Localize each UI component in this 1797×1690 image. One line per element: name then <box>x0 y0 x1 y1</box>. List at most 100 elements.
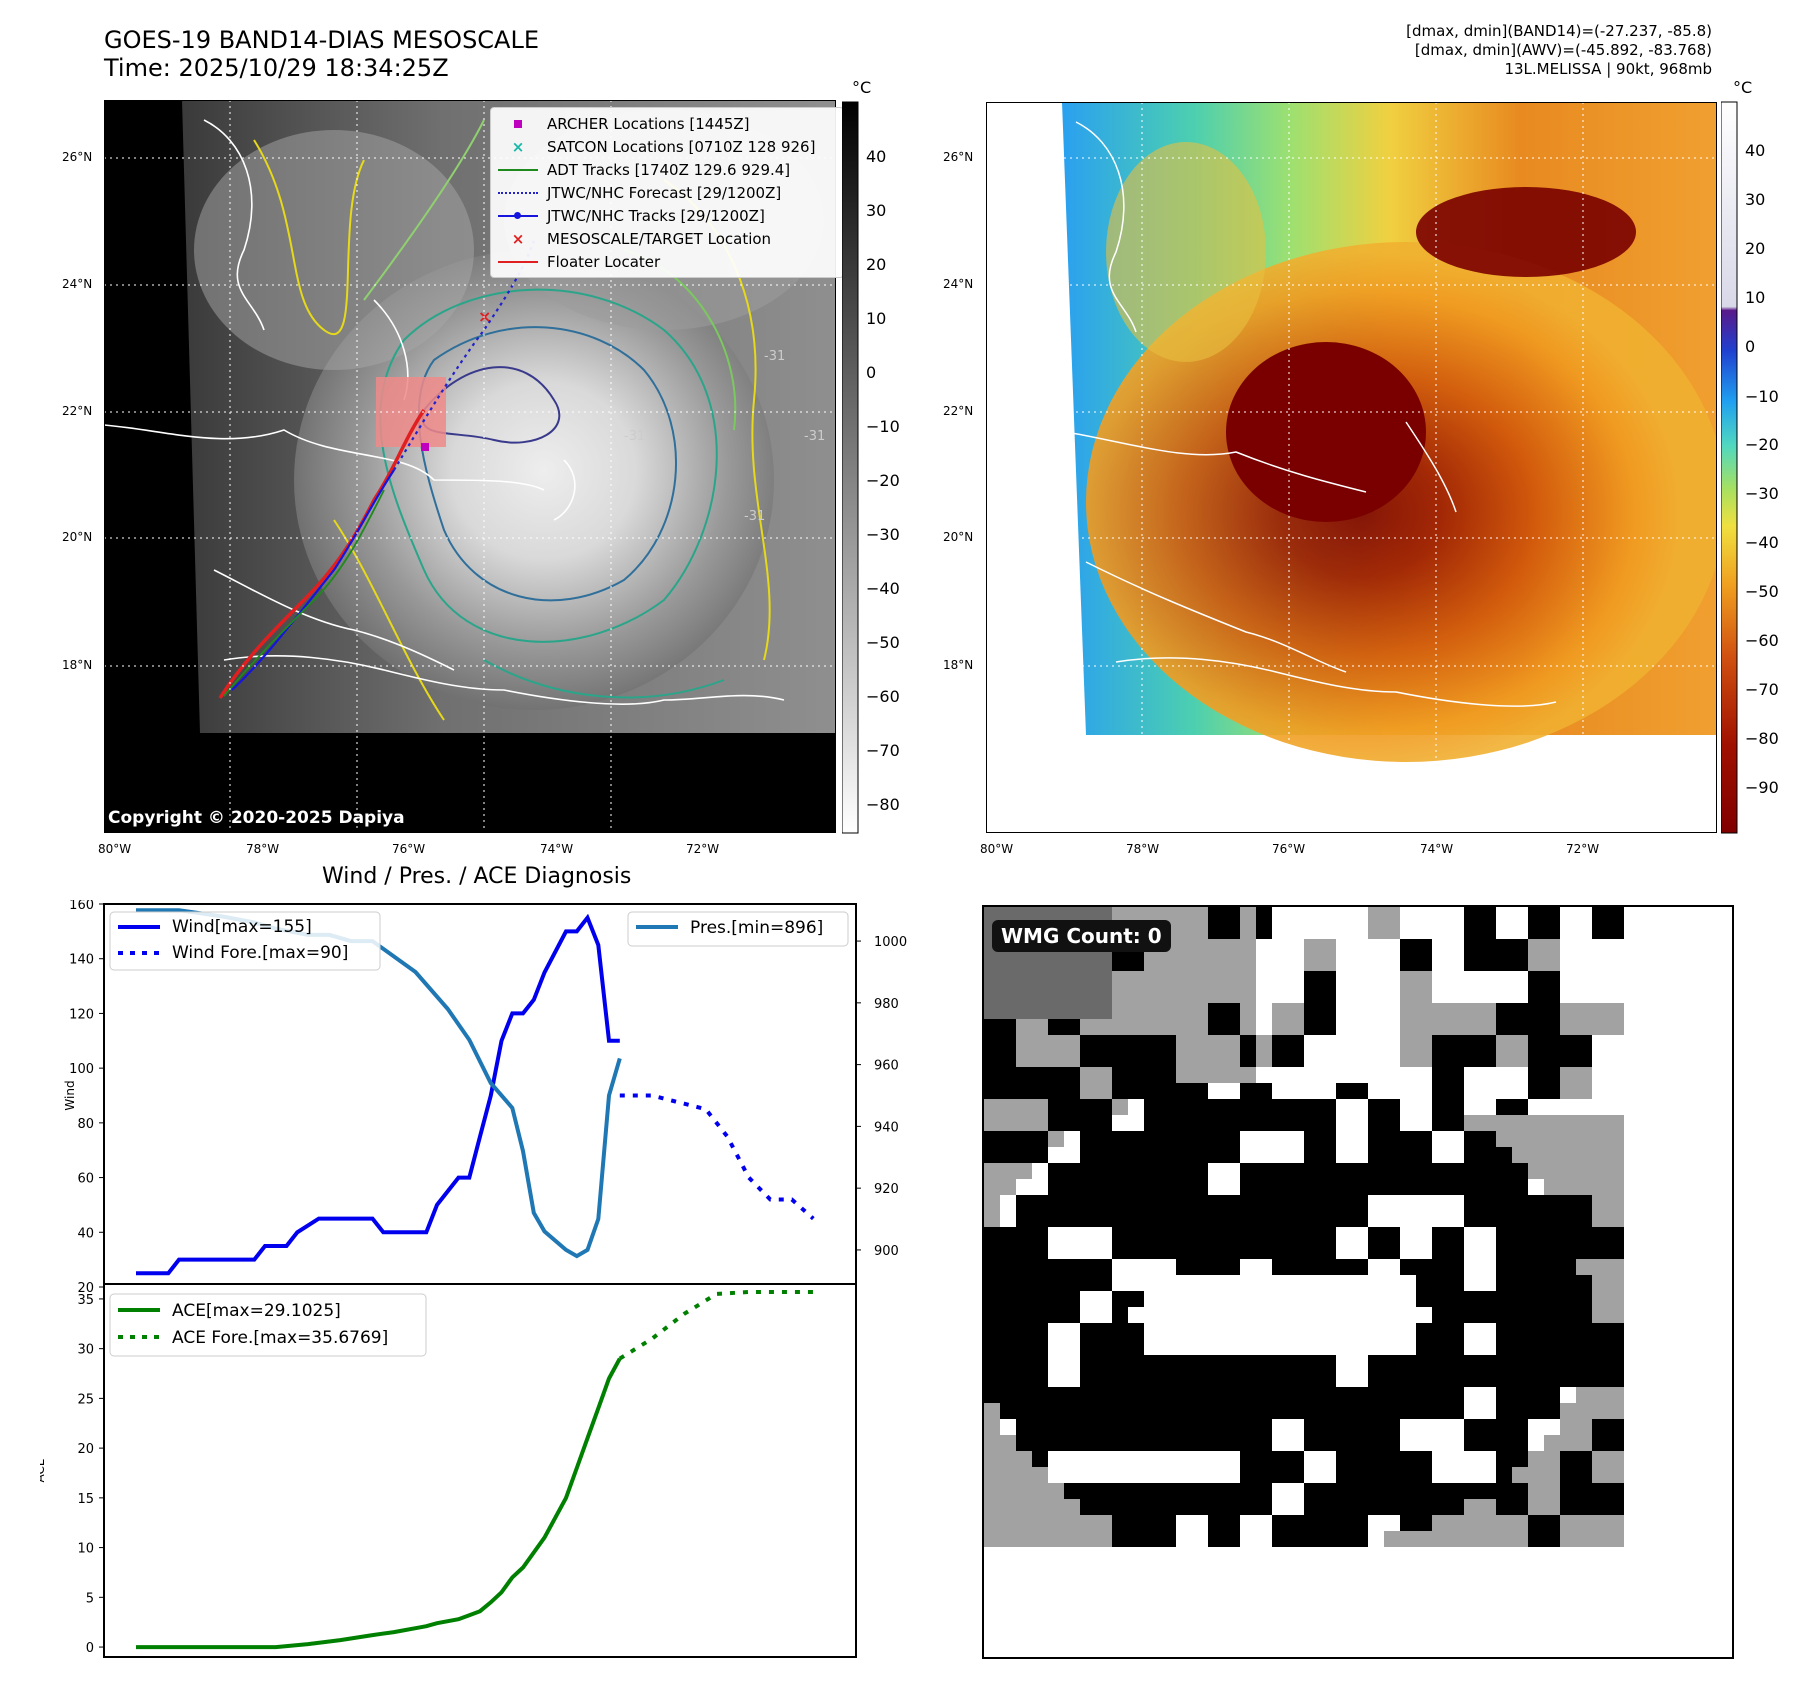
svg-text:−80: −80 <box>1745 729 1779 748</box>
wind-y-tick-label: 40 <box>77 1226 94 1241</box>
pressure-y-tick-label: 900 <box>874 1244 899 1259</box>
contour-label: -31 <box>804 429 825 444</box>
lon-label: 72°W <box>686 842 720 856</box>
lon-label: 74°W <box>1420 842 1454 856</box>
wind-y-axis-label: Wind <box>63 1080 77 1110</box>
svg-text:−40: −40 <box>1745 533 1779 552</box>
pressure-y-tick-label: 960 <box>874 1059 899 1074</box>
ace-y-tick-label: 10 <box>77 1542 94 1557</box>
pressure-legend-label: Pres.[min=896] <box>690 918 823 938</box>
wmg-pixel-field <box>984 907 1624 1547</box>
svg-text:−30: −30 <box>866 525 900 544</box>
ace-y-tick-label: 0 <box>86 1641 94 1656</box>
diagnosis-title: Wind / Pres. / ACE Diagnosis <box>322 864 632 889</box>
ace-legend-label: ACE Fore.[max=35.6769] <box>172 1328 388 1348</box>
wind-y-tick-label: 100 <box>69 1062 94 1077</box>
ace-y-tick-label: 25 <box>77 1392 94 1407</box>
svg-text:−80: −80 <box>866 795 900 814</box>
svg-text:20: 20 <box>866 255 886 274</box>
svg-text:0: 0 <box>866 363 876 382</box>
lat-label: 26°N <box>943 150 974 164</box>
lon-label: 76°W <box>392 842 426 856</box>
wmg-count-badge: WMG Count: 0 <box>992 920 1171 952</box>
wind-y-tick-label: 60 <box>77 1172 94 1187</box>
wind-y-tick-label: 80 <box>77 1117 94 1132</box>
info-line-3: 13L.MELISSA | 90kt, 968mb <box>1504 60 1712 78</box>
lat-label: 22°N <box>62 404 93 418</box>
wind-y-tick-label: 160 <box>69 900 94 913</box>
legend-item-forecast: JTWC/NHC Forecast [29/1200Z] <box>497 181 837 204</box>
svg-text:−50: −50 <box>866 633 900 652</box>
svg-text:−20: −20 <box>866 471 900 490</box>
legend-item-satcon: × SATCON Locations [0710Z 128 926] <box>511 137 816 156</box>
ace-series-line-0 <box>136 1357 622 1650</box>
pressure-y-tick-label: 980 <box>874 997 899 1012</box>
svg-text:−30: −30 <box>1745 484 1779 503</box>
pressure-y-axis-label: Pressure <box>939 1070 940 1121</box>
svg-text:−10: −10 <box>1745 387 1779 406</box>
ace-legend-label: ACE[max=29.1025] <box>172 1301 341 1321</box>
ace-y-tick-label: 20 <box>77 1442 94 1457</box>
lat-label: 20°N <box>943 530 974 544</box>
lat-label: 26°N <box>62 150 93 164</box>
contour-label: -31 <box>764 349 785 364</box>
title-line-1: GOES-19 BAND14-DIAS MESOSCALE <box>104 26 540 54</box>
svg-text:−60: −60 <box>1745 631 1779 650</box>
wind-y-tick-label: 120 <box>69 1007 94 1022</box>
wmg-panel <box>982 905 1734 1659</box>
wind-legend-label: Wind[max=155] <box>172 917 312 937</box>
svg-text:10: 10 <box>1745 288 1765 307</box>
svg-text:−60: −60 <box>866 687 900 706</box>
contour-label: -31 <box>744 509 765 524</box>
ace-chart: 0 5 10 15 20 25 30 35 ACE ACE[max=29.1025] ACE For… <box>40 1283 857 1658</box>
awv-colorbar: 40 30 20 10 0 −10 −20 −30 −40 −50 −60 −7… <box>1721 101 1779 834</box>
lon-label: 78°W <box>246 842 280 856</box>
ace-y-axis-label: ACE <box>40 1459 47 1483</box>
svg-text:−90: −90 <box>1745 778 1779 797</box>
wind-pressure-chart: 20 40 60 80 100 120 140 160 900 920 940 960 980 1000 W… <box>63 900 940 1296</box>
ir-colorbar-ticks: 40 30 20 10 0 −10 −20 −30 −40 −50 −60 −7… <box>866 147 900 814</box>
svg-text:−10: −10 <box>866 417 900 436</box>
svg-text:−20: −20 <box>1745 435 1779 454</box>
series-line-1 <box>619 1093 815 1221</box>
wind-y-tick-label: 140 <box>69 953 94 968</box>
storm-info: [dmax, dmin](BAND14)=(-27.237, -85.8) [d… <box>1406 22 1712 79</box>
lat-label: 18°N <box>943 658 974 672</box>
pressure-y-tick-label: 940 <box>874 1120 899 1135</box>
svg-text:20: 20 <box>1745 239 1765 258</box>
lat-label: 18°N <box>62 658 93 672</box>
svg-text:30: 30 <box>1745 190 1765 209</box>
wmg-frame <box>982 905 1734 1659</box>
ace-y-tick-label: 35 <box>77 1293 94 1308</box>
legend-item-target: × MESOSCALE/TARGET Location <box>511 229 772 248</box>
svg-text:0: 0 <box>1745 337 1755 356</box>
wind-legend: Wind[max=155] Wind Fore.[max=90] <box>109 911 381 971</box>
svg-text:−50: −50 <box>1745 582 1779 601</box>
awv-map-panel <box>986 102 1717 833</box>
ir-colorbar-unit: °C <box>852 78 872 97</box>
svg-text:−70: −70 <box>866 741 900 760</box>
legend-item-archer: ARCHER Locations [1445Z] <box>497 112 837 135</box>
legend-item-tracks: JTWC/NHC Tracks [29/1200Z] <box>497 204 837 227</box>
lat-label: 24°N <box>943 277 974 291</box>
ir-colorbar: 40 30 20 10 0 −10 −20 −30 −40 −50 −60 −7… <box>842 101 900 834</box>
map-legend: ARCHER Locations [1445Z] × SATCON Locati… <box>490 107 844 278</box>
ace-y-tick-label: 30 <box>77 1343 94 1358</box>
svg-text:40: 40 <box>866 147 886 166</box>
info-line-2: [dmax, dmin](AWV)=(-45.892, -83.768) <box>1414 41 1712 59</box>
ace-legend: ACE[max=29.1025] ACE Fore.[max=35.6769] <box>109 1293 427 1357</box>
awv-colorbar-ticks: 40 30 20 10 0 −10 −20 −30 −40 −50 −60 −7… <box>1745 141 1779 797</box>
ace-y-tick-label: 5 <box>86 1591 94 1606</box>
svg-text:×: × <box>478 307 491 326</box>
pressure-legend: Pres.[min=896] <box>627 911 849 947</box>
legend-item-adt: ADT Tracks [1740Z 129.6 929.4] <box>497 158 837 181</box>
lat-label: 22°N <box>943 404 974 418</box>
copyright-text: Copyright © 2020-2025 Dapiya <box>108 808 405 828</box>
lon-label: 74°W <box>540 842 574 856</box>
svg-text:40: 40 <box>1745 141 1765 160</box>
lon-label: 80°W <box>980 842 1014 856</box>
info-line-1: [dmax, dmin](BAND14)=(-27.237, -85.8) <box>1406 22 1712 40</box>
svg-text:30: 30 <box>866 201 886 220</box>
pressure-y-tick-label: 920 <box>874 1182 899 1197</box>
lon-label: 72°W <box>1566 842 1600 856</box>
